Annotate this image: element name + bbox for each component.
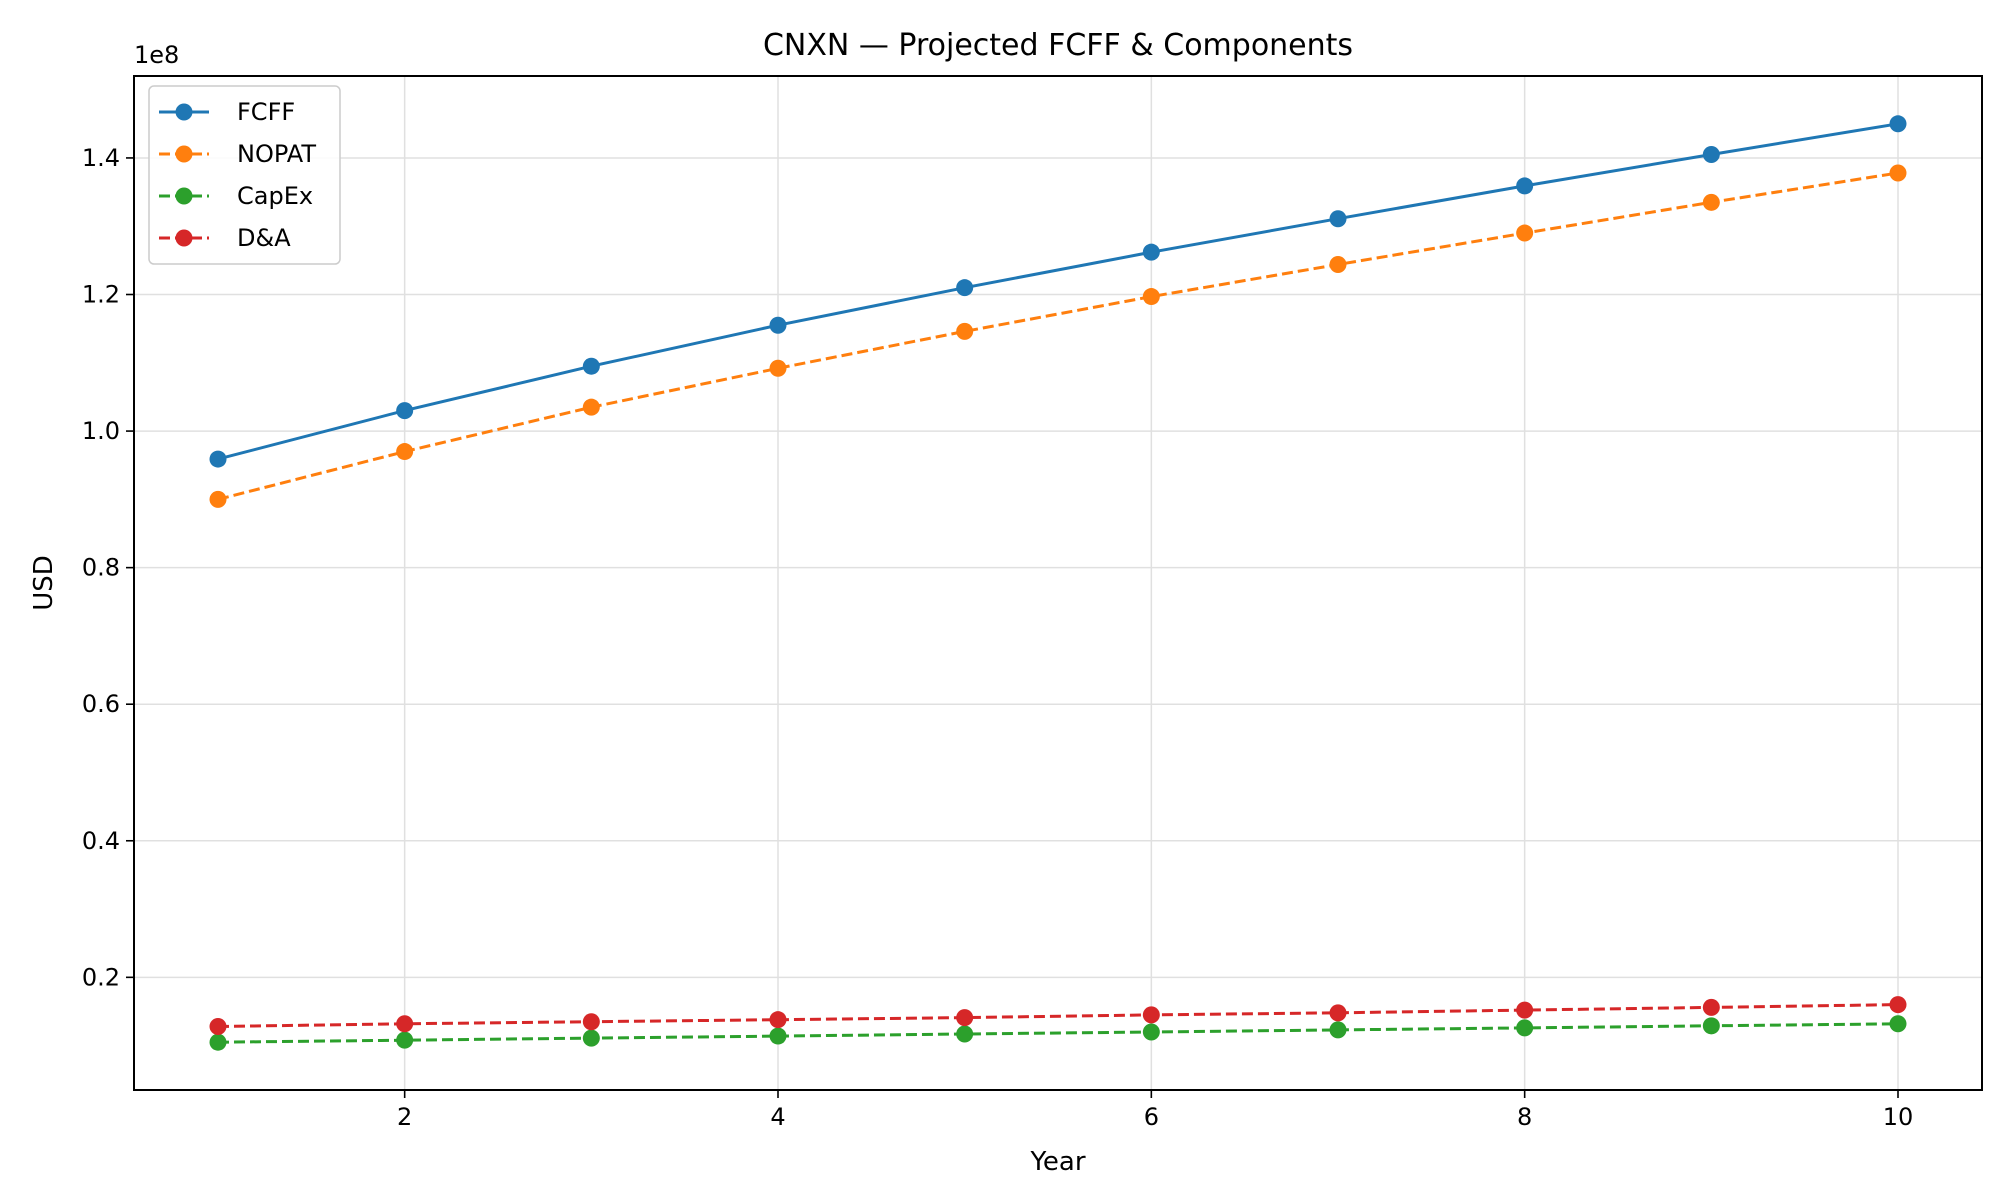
data-point-fcff xyxy=(1329,210,1347,228)
data-point-d-a xyxy=(1329,1004,1347,1022)
series-capex xyxy=(209,1015,1907,1051)
legend: FCFF NOPAT CapEx D&A xyxy=(148,85,341,265)
y-tick-label: 0.6 xyxy=(82,690,120,718)
y-tick-label: 1.4 xyxy=(82,144,120,172)
data-point-capex xyxy=(769,1027,787,1045)
data-point-capex xyxy=(396,1031,414,1049)
data-point-nopat xyxy=(769,359,787,377)
data-point-d-a xyxy=(209,1017,227,1035)
y-tick-label: 1.2 xyxy=(82,281,120,309)
data-point-d-a xyxy=(1889,996,1907,1014)
series-fcff xyxy=(209,115,1907,468)
data-point-nopat xyxy=(209,490,227,508)
data-point-d-a xyxy=(769,1011,787,1029)
data-point-fcff xyxy=(1516,177,1534,195)
data-point-nopat xyxy=(1142,288,1160,306)
y-offset-label: 1e8 xyxy=(134,41,179,69)
data-point-fcff xyxy=(1702,146,1720,164)
y-axis-label: USD xyxy=(29,555,59,611)
y-tick-label: 1.0 xyxy=(82,417,120,445)
legend-marker-capex xyxy=(175,187,193,205)
series-layer xyxy=(209,115,1907,1051)
data-point-capex xyxy=(209,1033,227,1051)
series-line-d-a xyxy=(217,1003,1899,1028)
legend-label-nopat: NOPAT xyxy=(237,140,316,168)
legend-marker-fcff xyxy=(175,103,193,121)
data-point-d-a xyxy=(582,1013,600,1031)
chart-title: CNXN — Projected FCFF & Components xyxy=(763,28,1353,63)
data-point-d-a xyxy=(396,1015,414,1033)
data-point-fcff xyxy=(1142,243,1160,261)
data-point-capex xyxy=(582,1029,600,1047)
legend-label-fcff: FCFF xyxy=(237,98,295,126)
legend-box xyxy=(148,85,341,265)
x-tick-label: 4 xyxy=(770,1103,785,1131)
data-point-fcff xyxy=(1889,115,1907,133)
x-tick-label: 2 xyxy=(397,1103,412,1131)
legend-marker-nopat xyxy=(175,145,193,163)
data-point-fcff xyxy=(582,357,600,375)
data-point-capex xyxy=(1702,1017,1720,1035)
series-line-fcff xyxy=(217,122,1899,461)
data-point-fcff xyxy=(396,402,414,420)
x-tick-label: 10 xyxy=(1883,1103,1914,1131)
data-point-nopat xyxy=(1329,255,1347,273)
data-point-capex xyxy=(1142,1023,1160,1041)
legend-marker-d-a xyxy=(175,229,193,247)
legend-label-capex: CapEx xyxy=(237,182,313,210)
data-point-capex xyxy=(1889,1015,1907,1033)
data-point-nopat xyxy=(1516,224,1534,242)
x-tick-label: 6 xyxy=(1144,1103,1159,1131)
data-point-capex xyxy=(1516,1019,1534,1037)
data-point-nopat xyxy=(1889,164,1907,182)
data-point-d-a xyxy=(956,1009,974,1027)
data-point-d-a xyxy=(1702,998,1720,1016)
series-nopat xyxy=(209,164,1907,508)
y-tick-label: 0.8 xyxy=(82,554,120,582)
x-axis-label: Year xyxy=(1029,1147,1085,1177)
axis-ticks: 2 4 6 8 10 0.2 0.4 0.6 0.8 1.0 1.2 1.4 xyxy=(82,144,1913,1131)
data-point-capex xyxy=(1329,1021,1347,1039)
y-tick-label: 0.4 xyxy=(82,827,120,855)
data-point-capex xyxy=(956,1025,974,1043)
data-point-d-a xyxy=(1142,1006,1160,1024)
data-point-fcff xyxy=(956,279,974,297)
plot-frame xyxy=(133,75,1983,1091)
data-point-nopat xyxy=(396,443,414,461)
y-tick-label: 0.2 xyxy=(82,963,120,991)
data-point-d-a xyxy=(1516,1001,1534,1019)
data-point-nopat xyxy=(956,322,974,340)
legend-label-d-a: D&A xyxy=(237,224,291,252)
series-line-capex xyxy=(217,1022,1899,1044)
series-line-nopat xyxy=(217,171,1899,501)
x-tick-label: 8 xyxy=(1517,1103,1532,1131)
data-point-nopat xyxy=(582,398,600,416)
series-d-a xyxy=(209,996,1907,1035)
data-point-nopat xyxy=(1702,193,1720,211)
data-point-fcff xyxy=(209,450,227,468)
data-point-fcff xyxy=(769,316,787,334)
